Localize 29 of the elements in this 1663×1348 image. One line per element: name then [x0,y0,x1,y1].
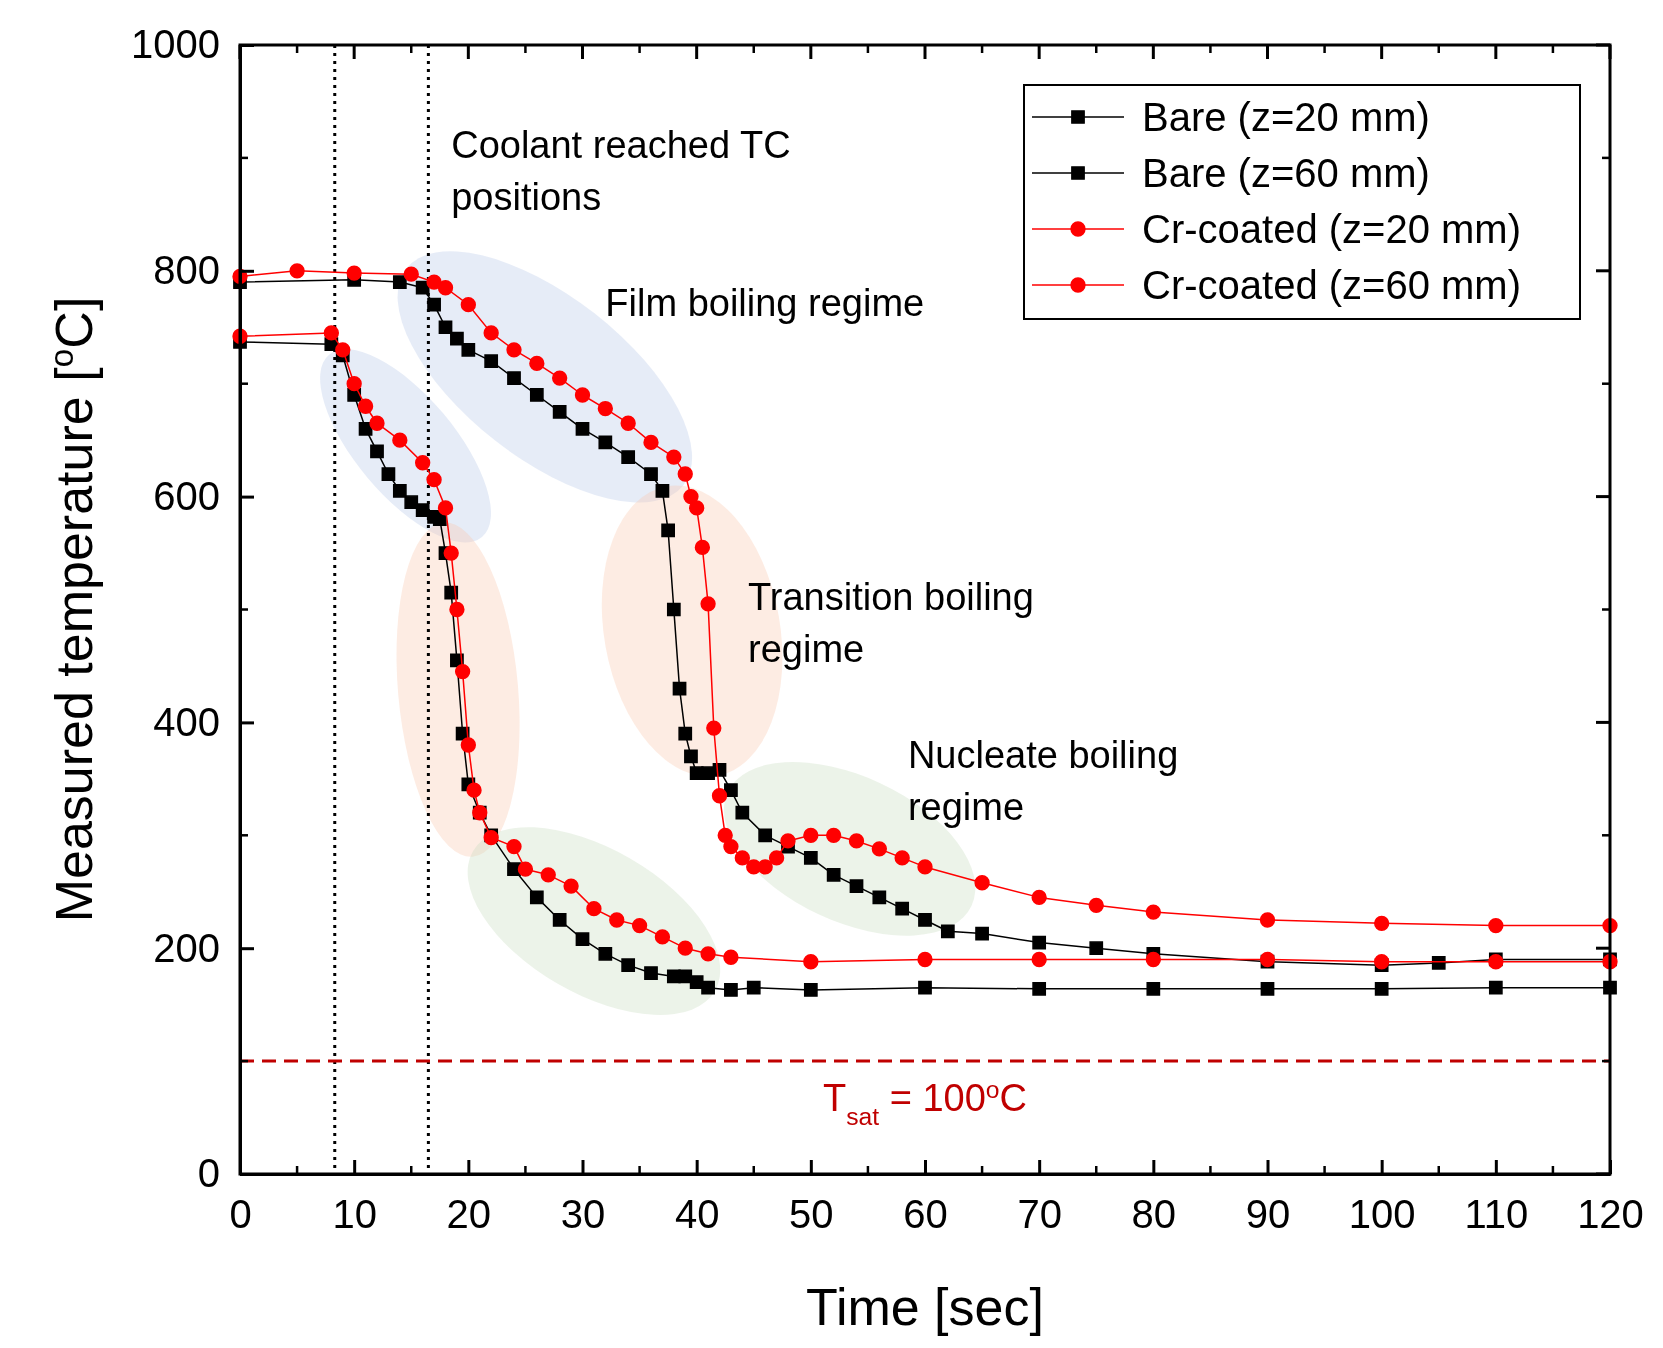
legend-label: Cr-coated (z=20 mm) [1142,207,1521,251]
x-tick-label: 10 [332,1192,377,1237]
x-tick-label: 90 [1245,1192,1291,1237]
legend-label: Cr-coated (z=60 mm) [1142,263,1521,307]
x-tick-label: 60 [903,1192,948,1237]
legend-label: Bare (z=20 mm) [1142,95,1430,139]
ref-line-label: T$_{sat}$ = 100$^{o}$C [822,1075,1028,1130]
y-tick-label: 600 [153,473,220,518]
x-tick-label: 0 [229,1192,252,1237]
y-tick-label: 800 [153,248,220,293]
y-tick-label: 0 [197,1151,220,1196]
y-tick-label: 200 [153,925,220,970]
legend-label: Bare (z=60 mm) [1142,151,1430,195]
x-tick-label: 50 [789,1192,834,1237]
x-tick-label: 120 [1577,1192,1644,1237]
x-tick-label: 110 [1464,1192,1529,1237]
x-axis-title: Time [sec] [806,1278,1044,1336]
x-tick-label: 100 [1348,1192,1416,1237]
annotation: Film boiling regime [605,281,925,324]
y-tick-label: 1000 [131,22,220,67]
x-tick-label: 30 [560,1192,606,1237]
annotation: Coolant reached TC positions [451,123,791,218]
x-tick-label: 80 [1131,1192,1177,1237]
annotation: Transition boiling regime [748,575,1034,670]
annotation: Nucleate boiling regime [907,733,1179,828]
x-tick-label: 40 [674,1192,720,1237]
y-tick-label: 400 [153,699,220,744]
x-tick-label: 70 [1017,1192,1062,1237]
x-tick-label: 20 [446,1192,492,1237]
